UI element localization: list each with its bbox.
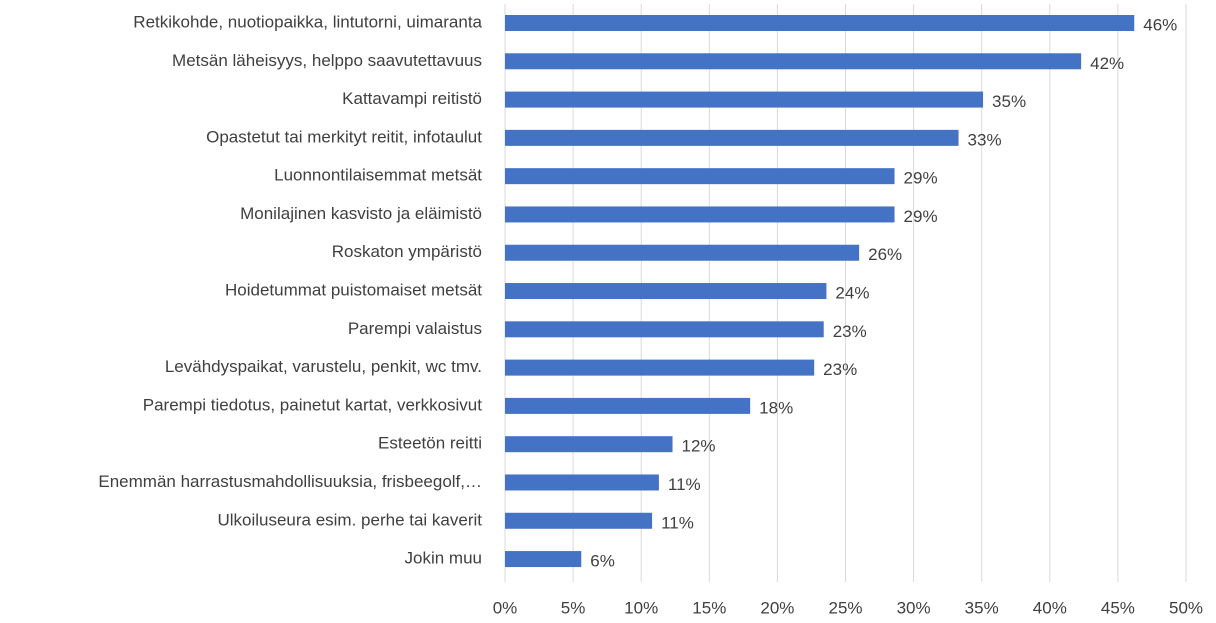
value-label: 18% [759, 398, 793, 417]
category-label: Ulkoiluseura esim. perhe tai kaverit [217, 510, 482, 529]
value-label: 6% [590, 552, 615, 571]
bar [505, 244, 860, 261]
value-label: 26% [868, 245, 902, 264]
value-label: 46% [1143, 15, 1177, 34]
value-label: 11% [668, 475, 701, 494]
bar [505, 474, 659, 491]
x-tick-label: 35% [965, 598, 999, 617]
bar [505, 512, 653, 529]
value-label: 23% [833, 322, 867, 341]
bar [505, 551, 582, 568]
value-label: 35% [992, 92, 1026, 111]
category-label: Parempi valaistus [348, 319, 482, 338]
category-label: Hoidetummat puistomaiset metsät [225, 281, 482, 300]
bar [505, 91, 984, 108]
x-tick-label: 5% [561, 598, 586, 617]
x-tick-label: 45% [1101, 598, 1135, 617]
category-label: Opastetut tai merkityt reitit, infotaulu… [206, 127, 482, 146]
value-label: 33% [968, 130, 1002, 149]
category-label: Esteetön reitti [378, 434, 482, 453]
x-tick-label: 40% [1033, 598, 1067, 617]
bar [505, 206, 895, 223]
x-tick-label: 10% [624, 598, 658, 617]
bar [505, 129, 959, 146]
value-label: 12% [682, 437, 716, 456]
x-tick-label: 30% [897, 598, 931, 617]
x-tick-label: 0% [493, 598, 518, 617]
category-label: Jokin muu [405, 549, 482, 568]
bar [505, 15, 1135, 31]
value-label: 23% [823, 360, 857, 379]
category-label: Monilajinen kasvisto ja eläimistö [240, 204, 482, 223]
category-label: Levähdyspaikat, varustelu, penkit, wc tm… [165, 357, 482, 376]
category-label: Enemmän harrastusmahdollisuuksia, frisbe… [98, 472, 482, 491]
category-label: Metsän läheisyys, helppo saavutettavuus [172, 51, 482, 70]
category-label: Luonnontilaisemmat metsät [274, 166, 482, 185]
value-label: 29% [904, 169, 938, 188]
category-label: Roskaton ympäristö [332, 242, 482, 261]
category-label: Retkikohde, nuotiopaikka, lintutorni, ui… [133, 12, 482, 31]
x-tick-label: 20% [760, 598, 794, 617]
x-tick-label: 50% [1169, 598, 1203, 617]
bar [505, 321, 824, 338]
category-label: Parempi tiedotus, painetut kartat, verkk… [143, 395, 482, 414]
value-label: 29% [904, 207, 938, 226]
bar [505, 436, 673, 453]
value-label: 11% [661, 513, 694, 532]
bar [505, 397, 751, 414]
x-tick-label: 25% [828, 598, 862, 617]
bar [505, 283, 827, 300]
value-label: 24% [835, 284, 869, 303]
x-tick-label: 15% [692, 598, 726, 617]
bar [505, 359, 815, 376]
bar [505, 53, 1082, 70]
value-label: 42% [1090, 54, 1124, 73]
bar [505, 168, 895, 185]
category-label: Kattavampi reitistö [342, 89, 482, 108]
